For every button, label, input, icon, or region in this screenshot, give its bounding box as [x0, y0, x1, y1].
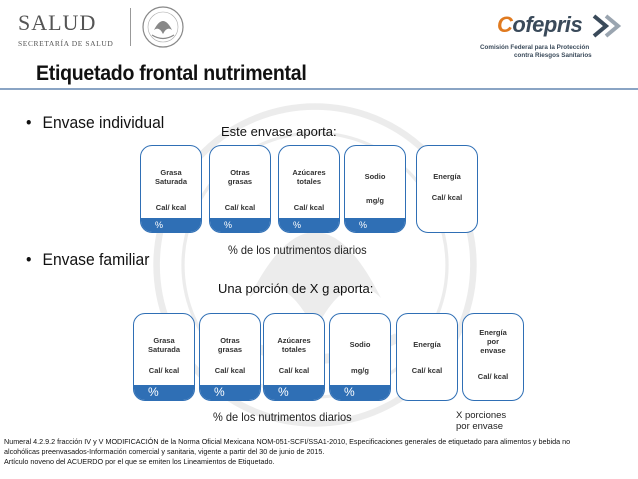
percent-band: %: [264, 385, 324, 400]
percent-band: %: [279, 218, 339, 232]
percent-band: %: [134, 385, 194, 400]
nutrient-box: Otras grasas Cal/ kcal%: [199, 313, 261, 401]
nutrient-box: Azúcares totales Cal/ kcal%: [263, 313, 325, 401]
footnote: Numeral 4.2.9.2 fracción IV y V MODIFICA…: [4, 437, 636, 467]
percent-band: %: [345, 218, 405, 232]
percent-band: %: [200, 385, 260, 400]
nutrient-label: Azúcares totales: [292, 168, 326, 186]
nutrient-box: Grasa Saturada Cal/ kcal%: [140, 145, 202, 233]
nutrient-unit: Cal/ kcal: [155, 203, 187, 212]
salud-logo-text: SALUD: [18, 10, 97, 35]
nutrient-label: Energía por envase: [479, 328, 507, 355]
bullet-text: Envase individual: [42, 113, 165, 132]
bullet-text: Envase familiar: [42, 250, 150, 269]
nutrient-label: Grasa Saturada: [147, 336, 181, 354]
percent-band: %: [330, 385, 390, 400]
cofepris-logo-c: C: [497, 12, 513, 37]
nutrient-box: Energía Cal/ kcal: [396, 313, 458, 401]
nutrient-box: Otras grasas Cal/ kcal%: [209, 145, 271, 233]
note-pct-nutrimentos: % de los nutrimentos diarios: [228, 243, 367, 257]
porciones-line: X porciones: [456, 410, 507, 421]
nutrient-label: Grasa Saturada: [154, 168, 188, 186]
bullet-dot-icon: •: [26, 113, 32, 132]
cofepris-logo-text: Cofepris: [497, 12, 583, 38]
nutrient-label: Energía: [433, 172, 461, 181]
nutrient-unit: mg/g: [366, 196, 384, 205]
percent-band: %: [141, 218, 201, 232]
nutrient-box: Energía por envase Cal/ kcal: [462, 313, 524, 401]
bullet-dot-icon: •: [26, 250, 32, 269]
salud-logo-subtitle: SECRETARÍA DE SALUD: [18, 39, 114, 48]
title-divider: [0, 88, 638, 90]
percent-band: %: [210, 218, 270, 232]
nutrient-unit: Cal/ kcal: [224, 203, 256, 212]
nutrient-label: Otras grasas: [217, 336, 243, 354]
note-pct-nutrimentos: % de los nutrimentos diarios: [213, 410, 352, 424]
nutrient-unit: Cal/ kcal: [148, 366, 180, 375]
bullet-envase-individual: • Envase individual: [26, 113, 164, 133]
footnote-line-1: Numeral 4.2.9.2 fracción IV y V MODIFICA…: [4, 437, 571, 446]
cofepris-subtitle-2: contra Riesgos Sanitarios: [514, 52, 592, 59]
nutrient-box: Azúcares totales Cal/ kcal%: [278, 145, 340, 233]
nutrient-unit: mg/g: [351, 366, 369, 375]
nutrient-box: Sodio mg/g%: [329, 313, 391, 401]
footnote-line-3: Artículo noveno del ACUERDO por el que s…: [4, 457, 275, 466]
cofepris-logo-rest: ofepris: [512, 12, 583, 37]
page-title: Etiquetado frontal nutrimental: [36, 62, 307, 85]
nutrient-box: Grasa Saturada Cal/ kcal%: [133, 313, 195, 401]
caption-una-porcion: Una porción de X g aporta:: [218, 281, 374, 296]
nutrient-unit: Cal/ kcal: [411, 366, 443, 375]
nutrient-unit: Cal/ kcal: [293, 203, 325, 212]
nutrient-label: Energía: [413, 340, 441, 349]
caption-este-envase: Este envase aporta:: [221, 124, 337, 139]
nutrient-label: Otras grasas: [227, 168, 253, 186]
nutrient-unit: Cal/ kcal: [278, 366, 310, 375]
bullet-envase-familiar: • Envase familiar: [26, 250, 149, 270]
nutrient-unit: Cal/ kcal: [431, 193, 463, 202]
porciones-note: X porciones por envase: [456, 410, 506, 432]
nutrient-label: Sodio: [349, 340, 371, 349]
eagle-seal-icon: [142, 6, 184, 48]
nutrient-box: Sodio mg/g%: [344, 145, 406, 233]
nutrient-unit: Cal/ kcal: [214, 366, 246, 375]
nutrient-label: Azúcares totales: [277, 336, 311, 354]
logo-divider: [130, 8, 131, 46]
cofepris-subtitle-1: Comisión Federal para la Protección: [480, 44, 590, 51]
nutrient-box: Energía Cal/ kcal: [416, 145, 478, 233]
footnote-line-2: alcohólicas preenvasados-Información com…: [4, 447, 325, 456]
chevron-right-icon: [592, 14, 622, 38]
nutrient-label: Sodio: [364, 172, 386, 181]
nutrient-unit: Cal/ kcal: [477, 372, 509, 381]
porciones-line: por envase: [456, 421, 504, 432]
